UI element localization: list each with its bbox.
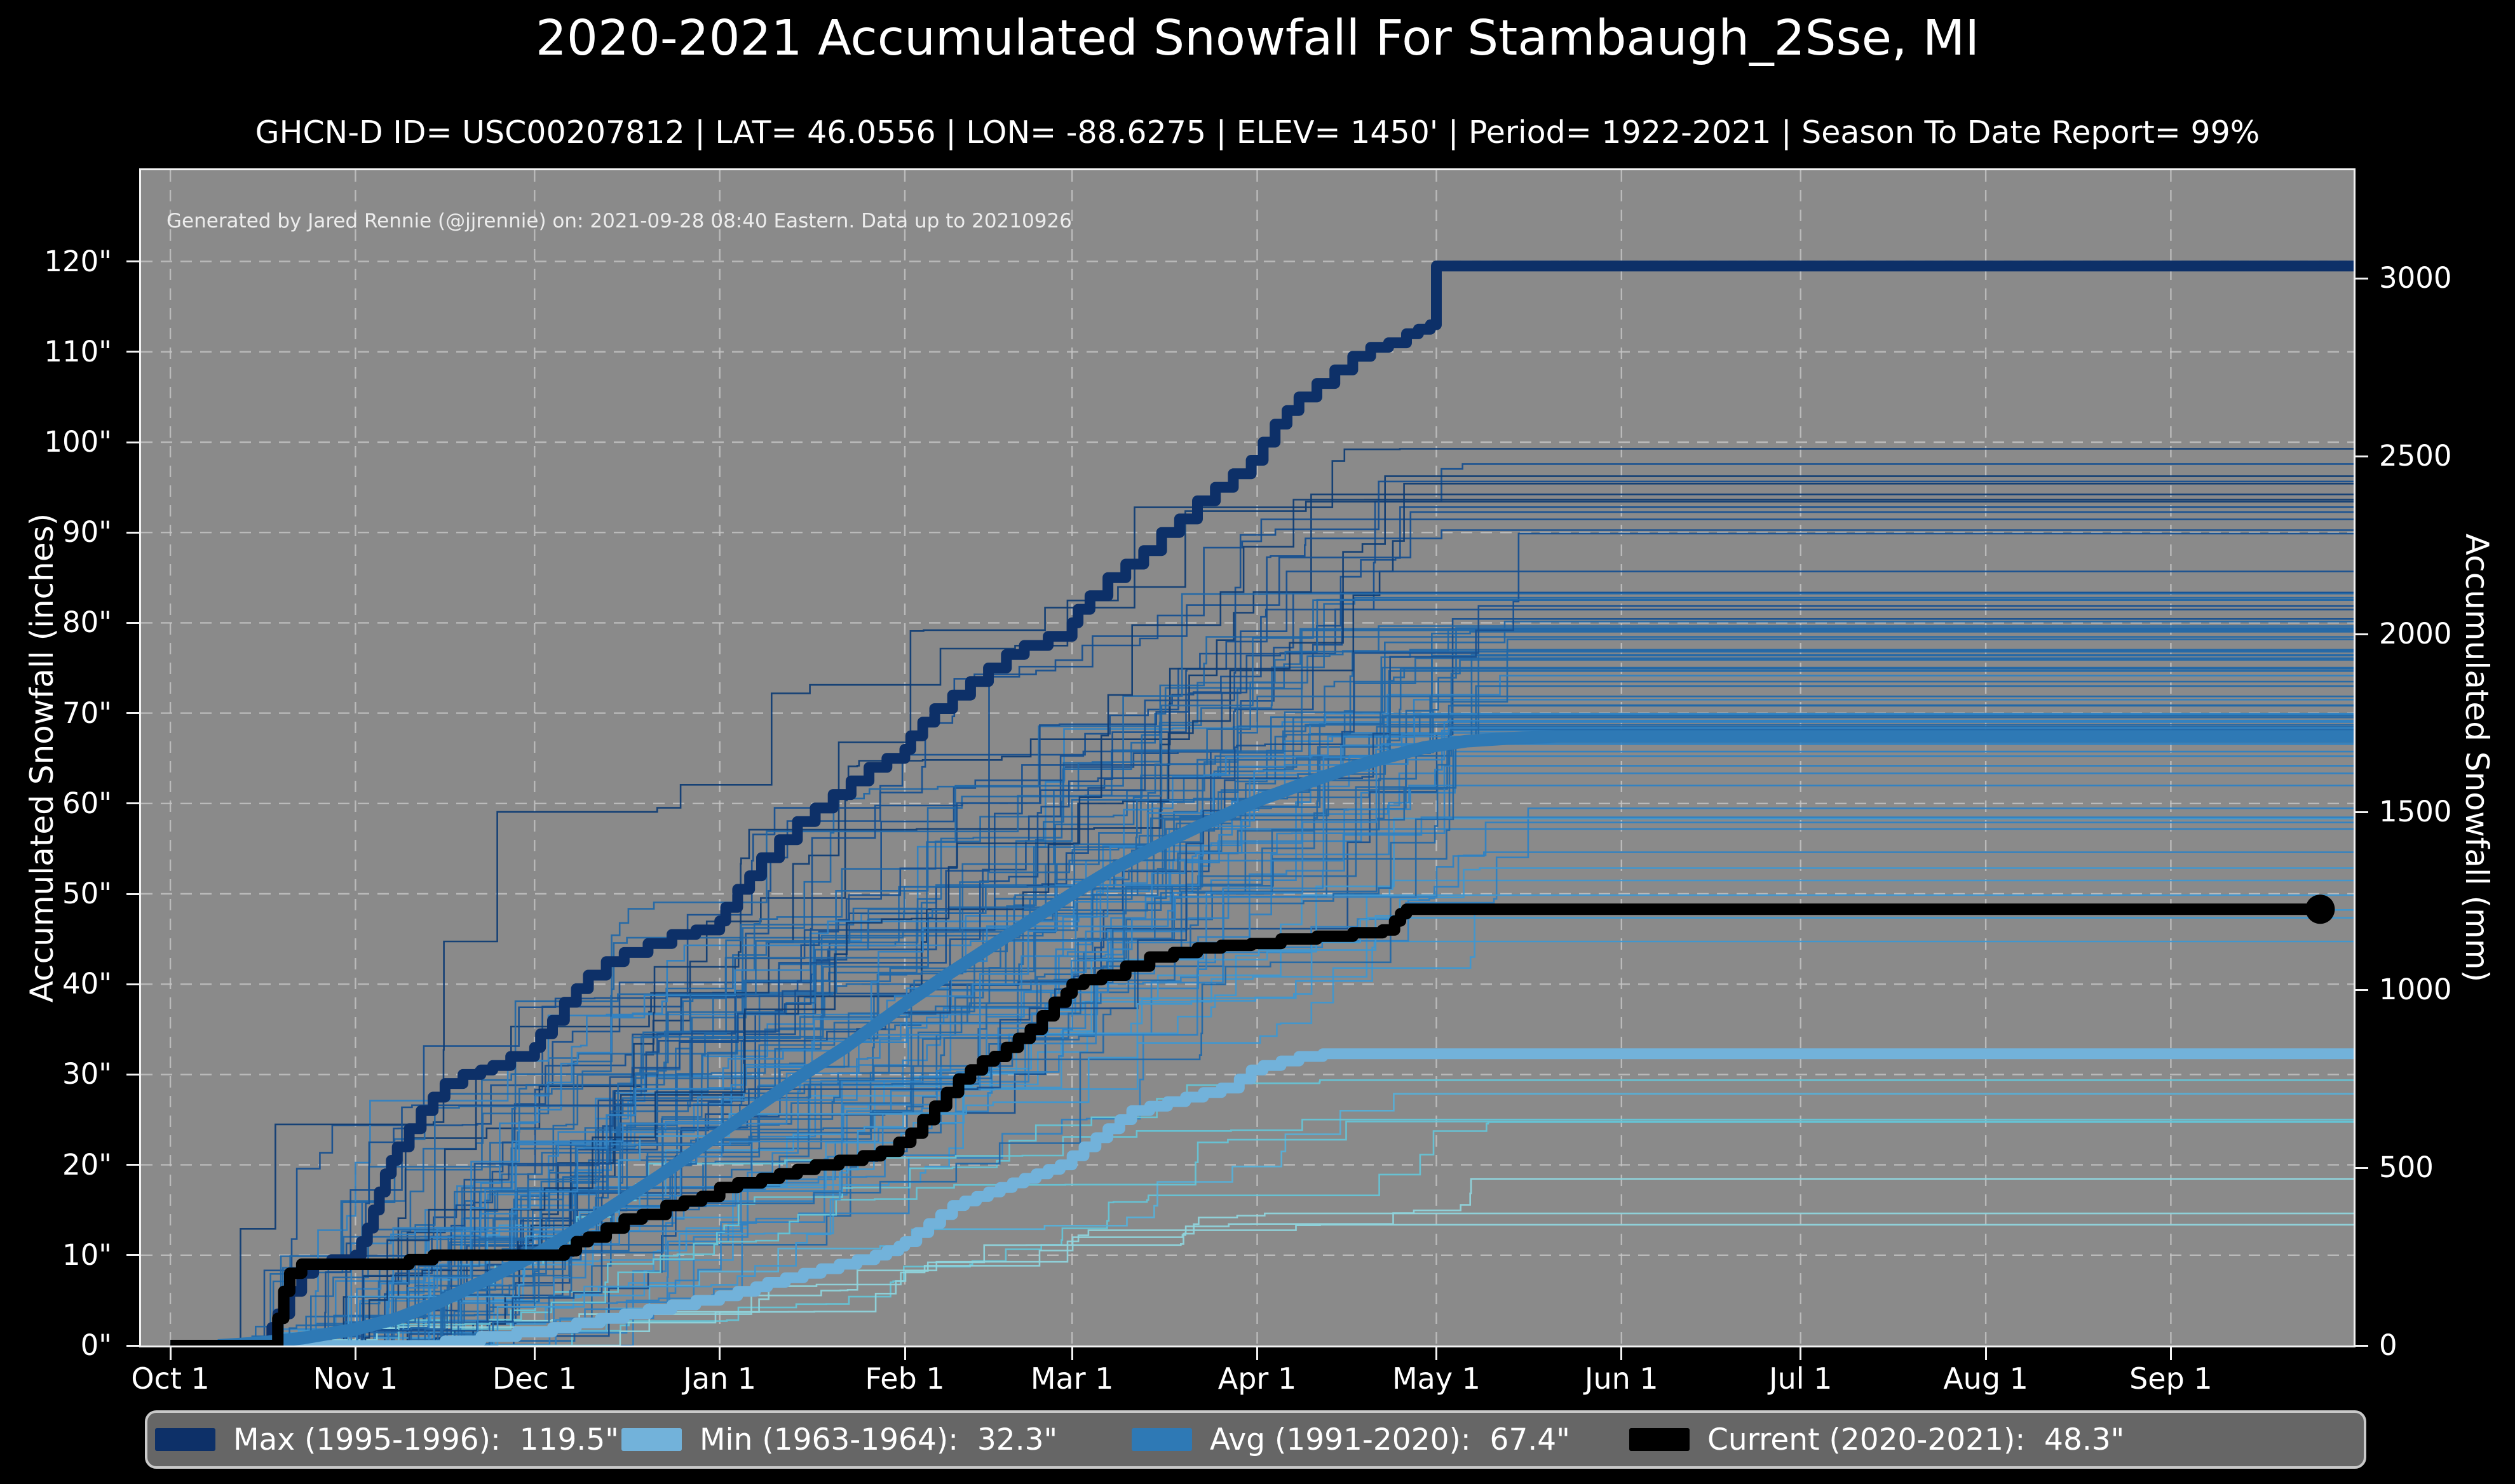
y-tick-mark <box>126 1073 139 1076</box>
y-tick-label-inches: 100" <box>44 425 112 459</box>
y-tick-mark <box>126 1254 139 1257</box>
annotation-credit: Generated by Jared Rennie (@jjrennie) on… <box>166 210 1072 233</box>
y-tick-label-inches: 70" <box>62 696 112 730</box>
y-tick-label-inches: 30" <box>62 1057 112 1091</box>
legend-swatch-max <box>155 1428 215 1451</box>
x-tick-mark <box>1256 1347 1258 1360</box>
y-tick-mark <box>126 621 139 624</box>
y-tick-mark <box>126 441 139 443</box>
y-tick-label-mm: 3000 <box>2379 261 2452 295</box>
y-tick-mark <box>2356 633 2368 635</box>
x-tick-mark <box>1071 1347 1073 1360</box>
x-tick-mark <box>354 1347 356 1360</box>
y-tick-mark <box>126 712 139 715</box>
y-tick-mark <box>126 802 139 805</box>
plot-area: Generated by Jared Rennie (@jjrennie) on… <box>141 170 2354 1346</box>
x-tick-label: Dec 1 <box>492 1361 577 1396</box>
y-tick-label-mm: 500 <box>2379 1150 2434 1185</box>
y-tick-mark <box>126 531 139 534</box>
legend-item-current: Current (2020-2021): 48.3" <box>1629 1413 2124 1466</box>
x-tick-mark <box>719 1347 721 1360</box>
legend-label-current: Current (2020-2021): 48.3" <box>1707 1422 2125 1457</box>
x-tick-mark <box>2169 1347 2172 1360</box>
x-tick-label: Feb 1 <box>865 1361 945 1396</box>
legend: Max (1995-1996): 119.5" Min (1963-1964):… <box>145 1410 2366 1469</box>
x-tick-mark <box>533 1347 536 1360</box>
y-tick-label-inches: 60" <box>62 786 112 820</box>
x-tick-label: Apr 1 <box>1217 1361 1297 1396</box>
legend-label-max: Max (1995-1996): 119.5" <box>233 1422 619 1457</box>
x-tick-label: Sep 1 <box>2129 1361 2213 1396</box>
y-tick-label-mm: 1000 <box>2379 973 2452 1007</box>
y-tick-mark <box>2356 811 2368 813</box>
y-tick-label-inches: 10" <box>62 1238 112 1272</box>
y-tick-label-mm: 1500 <box>2379 795 2452 829</box>
y-tick-label-inches: 0" <box>80 1328 112 1362</box>
y-tick-mark <box>126 351 139 353</box>
y-tick-mark <box>2356 1344 2368 1347</box>
legend-label-avg: Avg (1991-2020): 67.4" <box>1210 1422 1570 1457</box>
x-tick-mark <box>904 1347 906 1360</box>
x-tick-label: Mar 1 <box>1030 1361 1114 1396</box>
y-tick-label-inches: 20" <box>62 1147 112 1182</box>
x-tick-mark <box>169 1347 172 1360</box>
y-tick-label-inches: 40" <box>62 967 112 1001</box>
chart-subtitle: GHCN-D ID= USC00207812 | LAT= 46.0556 | … <box>255 114 2260 151</box>
y-tick-mark <box>2356 988 2368 991</box>
x-tick-label: Jan 1 <box>683 1361 757 1396</box>
x-tick-label: Jul 1 <box>1769 1361 1833 1396</box>
y-tick-label-inches: 80" <box>62 605 112 640</box>
y-tick-mark <box>2356 277 2368 280</box>
chart-title: 2020-2021 Accumulated Snowfall For Stamb… <box>535 10 1980 67</box>
y-tick-mark <box>2356 455 2368 457</box>
y-axis-label-mm: Accumulated Snowfall (mm) <box>2458 533 2495 983</box>
legend-item-avg: Avg (1991-2020): 67.4" <box>1132 1413 1570 1466</box>
legend-swatch-avg <box>1132 1428 1192 1451</box>
x-tick-mark <box>1800 1347 1802 1360</box>
x-tick-label: May 1 <box>1392 1361 1481 1396</box>
y-tick-label-inches: 50" <box>62 877 112 910</box>
x-tick-label: Oct 1 <box>131 1361 210 1396</box>
x-tick-mark <box>1435 1347 1437 1360</box>
y-tick-mark <box>126 1344 139 1347</box>
x-tick-mark <box>1620 1347 1623 1360</box>
chart-canvas <box>141 170 2354 1346</box>
y-tick-label-inches: 120" <box>44 244 112 278</box>
legend-item-max: Max (1995-1996): 119.5" <box>155 1413 619 1466</box>
y-tick-label-inches: 90" <box>62 515 112 550</box>
y-tick-mark <box>126 893 139 895</box>
y-tick-label-mm: 2000 <box>2379 617 2452 651</box>
y-tick-mark <box>2356 1166 2368 1169</box>
legend-swatch-min <box>621 1428 682 1451</box>
y-tick-mark <box>126 983 139 985</box>
x-tick-label: Jun 1 <box>1584 1361 1658 1396</box>
legend-label-min: Min (1963-1964): 32.3" <box>700 1422 1058 1457</box>
y-tick-label-inches: 110" <box>44 334 112 368</box>
y-axis-label-inches: Accumulated Snowfall (inches) <box>24 513 60 1003</box>
y-tick-mark <box>126 260 139 263</box>
x-tick-mark <box>1984 1347 1987 1360</box>
legend-swatch-current <box>1629 1428 1690 1451</box>
y-tick-label-mm: 0 <box>2379 1328 2397 1362</box>
x-tick-label: Nov 1 <box>313 1361 398 1396</box>
x-tick-label: Aug 1 <box>1943 1361 2028 1396</box>
y-tick-label-mm: 2500 <box>2379 439 2452 473</box>
legend-item-min: Min (1963-1964): 32.3" <box>621 1413 1057 1466</box>
y-tick-mark <box>126 1164 139 1166</box>
